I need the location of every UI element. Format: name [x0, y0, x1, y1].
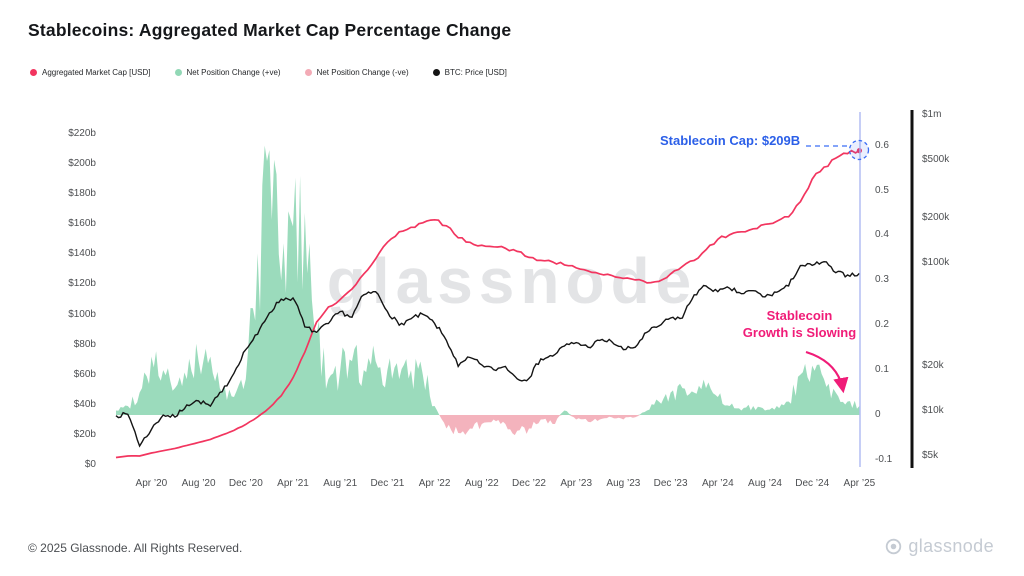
glassnode-brand-text: glassnode: [908, 536, 994, 556]
net-change-axis-tick: 0.4: [875, 229, 889, 241]
x-axis-tick: Apr ’21: [277, 478, 309, 489]
x-axis-tick: Dec ’23: [653, 478, 688, 489]
slowing-annotation-line2: Growth is Slowing: [742, 324, 857, 340]
legend-label: BTC: Price [USD]: [444, 68, 507, 77]
legend-dot-icon: [432, 69, 440, 76]
legend-label: Net Position Change (+ve): [186, 68, 281, 77]
x-axis-tick: Aug ’24: [748, 478, 782, 489]
left-axis-tick: $120b: [68, 278, 96, 290]
market-cap-line: [115, 149, 860, 459]
net-position-area: [116, 145, 860, 436]
x-axis-tick: Aug ’23: [606, 478, 641, 489]
glassnode-watermark: glassnode: [327, 245, 698, 317]
legend-dot-icon: [304, 69, 312, 76]
copyright-text: © 2025 Glassnode. All Rights Reserved.: [28, 541, 243, 555]
btc-price-axis-tick: $10k: [922, 405, 944, 416]
left-axis-tick: $200b: [68, 158, 96, 170]
net-position-positive-area: [116, 145, 860, 415]
left-axis-tick: $100b: [68, 308, 96, 320]
btc-price-axis-tick: $100k: [922, 257, 950, 268]
stablecoin-cap-annotation: Stablecoin Cap: $209B: [657, 133, 804, 148]
net-change-axis-tick: 0.6: [875, 139, 889, 151]
left-axis-tick: $60b: [73, 368, 96, 380]
net-change-axis-tick: 0.5: [875, 184, 889, 196]
x-axis-tick: Aug ’20: [181, 478, 216, 489]
btc-price-axis-tick: $20k: [922, 360, 944, 372]
net-position-negative-area: [116, 415, 860, 436]
btc-price-axis-tick: $1m: [922, 109, 942, 120]
left-axis-tick: $140b: [68, 248, 96, 260]
legend-dot-icon: [30, 69, 37, 76]
x-axis-tick: Apr ’22: [418, 478, 451, 489]
legend-item-3[interactable]: BTC: Price [USD]: [432, 68, 507, 77]
legend-item-1[interactable]: Net Position Change (+ve): [174, 68, 281, 77]
stablecoin-slowing-annotation: Stablecoin Growth is Slowing: [737, 308, 862, 342]
net-change-axis-tick: 0.3: [875, 274, 889, 286]
left-axis-tick: $40b: [73, 398, 96, 410]
x-axis-tick: Apr ’24: [701, 478, 734, 489]
net-change-axis-tick: 0: [875, 409, 881, 420]
x-axis-tick: Dec ’20: [228, 478, 263, 489]
x-axis-tick: Apr ’23: [560, 478, 593, 489]
cap-highlight-circle: [848, 139, 870, 161]
net-change-axis-tick: -0.1: [875, 453, 893, 465]
legend-dot-icon: [174, 69, 182, 76]
x-axis-tick: Aug ’21: [323, 478, 358, 489]
x-axis-tick: Dec ’24: [795, 478, 830, 489]
x-axis-tick: Aug ’22: [464, 478, 499, 489]
legend-item-0[interactable]: Aggregated Market Cap [USD]: [30, 68, 151, 77]
left-axis-tick: $80b: [73, 338, 96, 350]
x-axis-tick: Dec ’22: [512, 478, 546, 489]
glassnode-logo-icon: [886, 538, 902, 555]
left-axis-tick: $180b: [68, 188, 96, 200]
net-change-axis-tick: 0.2: [875, 319, 889, 331]
slowing-annotation-line1: Stablecoin: [766, 308, 833, 323]
x-axis-tick: Dec ’21: [370, 478, 405, 489]
glassnode-brand: glassnode: [885, 536, 994, 557]
net-change-axis-tick: 0.1: [875, 364, 889, 376]
page-title: Stablecoins: Aggregated Market Cap Perce…: [28, 20, 512, 40]
btc-price-axis-tick: $200k: [922, 212, 950, 224]
left-axis-tick: $0: [84, 459, 96, 470]
left-axis-tick: $20b: [73, 428, 96, 440]
x-axis-tick: Apr ’25: [843, 478, 876, 489]
btc-price-axis-tick: $5k: [922, 449, 939, 461]
legend-label: Aggregated Market Cap [USD]: [42, 68, 151, 77]
btc-price-line: [115, 260, 860, 448]
btc-price-axis-tick: $500k: [922, 153, 950, 165]
legend-label: Net Position Change (-ve): [316, 68, 409, 77]
chart-legend: Aggregated Market Cap [USD] Net Position …: [30, 68, 507, 77]
slowing-arrow: [805, 350, 849, 394]
legend-item-2[interactable]: Net Position Change (-ve): [304, 68, 409, 77]
left-axis-tick: $220b: [68, 128, 96, 139]
x-axis-tick: Apr ’20: [135, 478, 168, 489]
left-axis-tick: $160b: [68, 218, 96, 230]
